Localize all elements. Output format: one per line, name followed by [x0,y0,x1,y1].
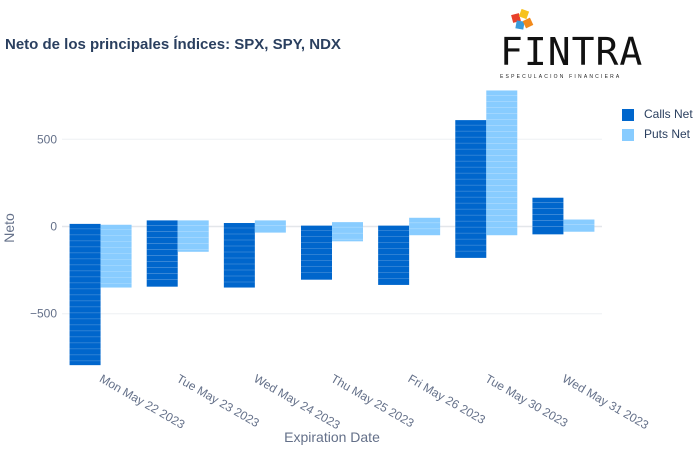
logo-tagline: ESPECULACION FINANCIERA [500,74,622,80]
bar-puts-positive[interactable] [409,217,441,227]
x-tick-label: Wed May 31 2023 [560,371,651,432]
bar-puts-negative[interactable] [177,226,209,252]
y-tick-label: 500 [37,132,57,146]
x-axis-title: Expiration Date [284,429,380,445]
legend-swatch-calls [622,108,634,121]
legend-swatch-puts [622,128,634,141]
legend-label-puts: Puts Net [644,127,691,141]
bar-puts-negative[interactable] [254,226,286,233]
x-tick-label: Fri May 26 2023 [406,371,488,427]
bar-puts-negative[interactable] [563,226,595,232]
bar-puts-negative[interactable] [100,226,132,288]
bar-calls-positive[interactable] [223,223,255,227]
bar-calls-negative[interactable] [532,226,564,235]
legend-item-puts[interactable]: Puts Net [622,127,690,141]
y-tick-label: −500 [30,307,57,321]
chart-title: Neto de los principales Índices: SPX, SP… [5,36,341,53]
legend-label-calls: Calls Net [644,107,693,121]
bar-puts-positive[interactable] [486,90,518,227]
bar-puts-negative[interactable] [332,226,363,242]
bar-calls-positive[interactable] [69,223,101,227]
bar-calls-positive[interactable] [301,225,332,227]
bar-puts-negative[interactable] [486,226,518,236]
bar-puts-negative[interactable] [409,226,441,236]
x-tick-label: Tue May 23 2023 [174,371,262,430]
y-tick-label: 0 [50,220,57,234]
bar-calls-negative[interactable] [301,226,332,280]
bar-calls-negative[interactable] [223,226,255,288]
bar-puts-positive[interactable] [100,224,132,227]
x-tick-label: Tue May 30 2023 [483,371,571,430]
x-tick-label: Wed May 24 2023 [251,371,342,432]
y-axis-ticks: −500 0 500 [30,132,57,320]
bar-calls-positive[interactable] [455,120,487,227]
bar-puts-positive[interactable] [177,220,209,227]
bar-calls-negative[interactable] [378,226,410,285]
x-tick-label: Mon May 22 2023 [97,371,187,431]
y-axis-title: Neto [1,213,17,243]
bars [69,90,595,366]
bar-calls-positive[interactable] [146,220,178,227]
bar-calls-negative[interactable] [69,226,101,366]
legend-item-calls[interactable]: Calls Net [622,107,693,121]
x-tick-label: Thu May 25 2023 [329,371,417,430]
logo-mark-icon [511,8,534,30]
bar-puts-positive[interactable] [332,222,363,227]
bar-calls-negative[interactable] [455,226,487,258]
bar-puts-positive[interactable] [254,220,286,227]
bar-calls-positive[interactable] [532,197,564,227]
bar-puts-positive[interactable] [563,219,595,227]
bar-calls-positive[interactable] [378,225,410,227]
bar-calls-negative[interactable] [146,226,178,287]
